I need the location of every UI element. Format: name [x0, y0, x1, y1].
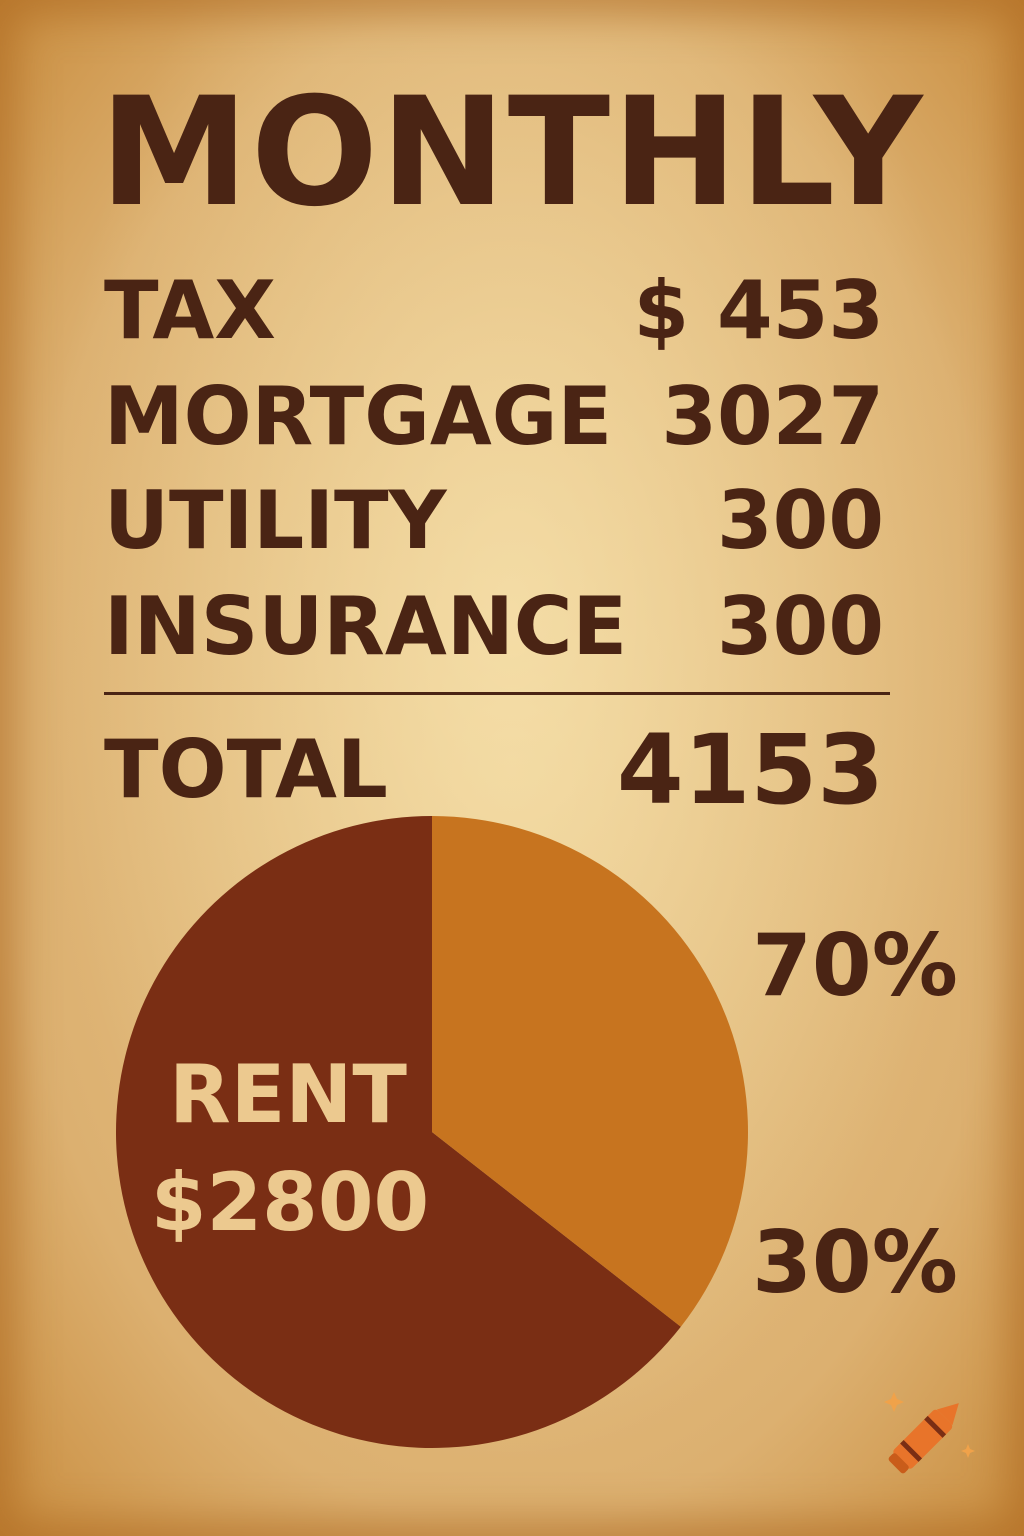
- expense-label: INSURANCE: [104, 580, 628, 673]
- expense-label: UTILITY: [104, 474, 447, 567]
- expense-row-insurance: INSURANCE 300: [104, 582, 884, 672]
- divider: [104, 692, 890, 695]
- percent-label-30: 30%: [752, 1213, 958, 1313]
- expense-row-mortgage: MORTGAGE 3027: [104, 372, 884, 462]
- page-title: MONTHLY: [99, 66, 925, 240]
- percent-label-70: 70%: [752, 916, 958, 1016]
- total-value: 4153: [616, 714, 884, 826]
- slice-label-rent: RENT: [169, 1048, 407, 1141]
- expense-value: 3027: [661, 370, 884, 463]
- pie-slice-30: [432, 816, 748, 1327]
- expense-label: MORTGAGE: [104, 370, 613, 463]
- expense-value: $ 453: [633, 264, 884, 357]
- slice-value-rent: $2800: [151, 1156, 429, 1249]
- crayon-icon: [884, 1392, 975, 1474]
- pie-slice-rent: [115, 816, 681, 1449]
- expense-row-utility: UTILITY 300: [104, 476, 884, 566]
- total-label: TOTAL: [104, 723, 388, 816]
- total-row: TOTAL 4153: [104, 720, 884, 820]
- expense-row-tax: TAX $ 453: [104, 266, 884, 356]
- expense-label: TAX: [104, 264, 276, 357]
- expense-value: 300: [717, 580, 884, 673]
- expense-value: 300: [717, 474, 884, 567]
